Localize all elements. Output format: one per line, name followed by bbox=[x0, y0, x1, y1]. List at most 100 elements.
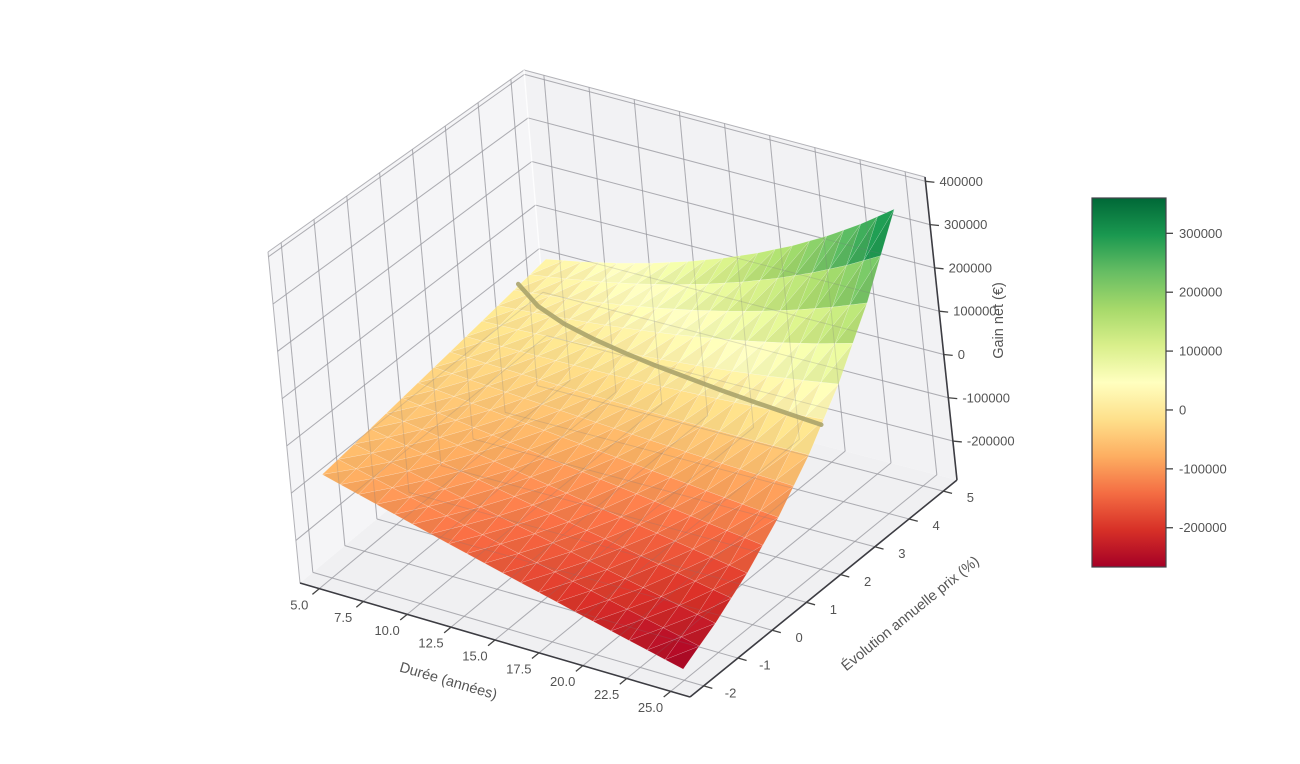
surface-facet bbox=[520, 562, 556, 584]
surface-facet bbox=[785, 342, 819, 379]
surface-facet bbox=[572, 560, 608, 582]
surface-facet bbox=[463, 506, 500, 526]
surface-facet bbox=[644, 596, 680, 619]
surface-facet bbox=[469, 362, 505, 380]
surface-facet bbox=[744, 510, 779, 538]
surface-facet bbox=[477, 460, 513, 480]
surface-facet bbox=[423, 437, 459, 455]
surface-facet bbox=[664, 636, 700, 661]
surface-facet bbox=[531, 484, 568, 506]
surface-facet bbox=[712, 564, 748, 591]
surface-facet bbox=[531, 276, 567, 294]
z-tick-label: 400000 bbox=[939, 174, 982, 189]
surface-facet bbox=[445, 506, 482, 526]
surface-facet bbox=[552, 521, 588, 544]
surface-facet bbox=[565, 261, 600, 279]
surface-facet bbox=[483, 325, 519, 342]
surface-facet bbox=[770, 377, 804, 410]
surface-facet bbox=[849, 255, 882, 306]
surface-facet bbox=[487, 368, 523, 387]
colorbar-tick-label: 0 bbox=[1179, 402, 1186, 417]
x-tick-label: 7.5 bbox=[334, 610, 352, 625]
surface-facet bbox=[513, 476, 549, 497]
surface-facet bbox=[646, 627, 682, 651]
surface-facet bbox=[545, 436, 581, 458]
surface-facet bbox=[355, 452, 391, 470]
surface-facet bbox=[642, 564, 678, 589]
surface-facet bbox=[599, 457, 635, 480]
surface-facet bbox=[779, 272, 813, 311]
y-tick-label: 0 bbox=[795, 630, 802, 645]
surface-facet bbox=[680, 614, 716, 638]
surface-facet bbox=[742, 248, 776, 283]
surface-facet bbox=[403, 405, 439, 422]
surface-facet bbox=[527, 430, 563, 451]
surface-facet bbox=[749, 341, 784, 374]
surface-facet bbox=[551, 298, 587, 317]
scene-grid-overlay bbox=[268, 73, 954, 692]
surface-facet bbox=[385, 397, 421, 414]
surface-facet bbox=[608, 578, 644, 601]
surface-facet bbox=[706, 463, 741, 491]
left-wall-pane bbox=[268, 70, 550, 583]
surface-facet bbox=[829, 223, 862, 270]
surface-facet bbox=[692, 522, 728, 550]
surface-facet bbox=[610, 608, 646, 632]
surface-facet bbox=[711, 311, 746, 339]
surface-facet bbox=[481, 524, 518, 545]
surface-facet bbox=[581, 450, 617, 473]
surface-facet bbox=[473, 409, 509, 429]
surface-facet bbox=[443, 470, 479, 490]
surface-facet bbox=[481, 305, 517, 322]
surface-facet bbox=[710, 530, 746, 558]
surface-facet bbox=[636, 262, 672, 285]
surface-facet bbox=[676, 309, 711, 335]
surface-facet bbox=[760, 480, 795, 511]
surface-facet bbox=[631, 410, 667, 435]
surface-facet bbox=[373, 461, 409, 479]
surface-facet bbox=[638, 284, 673, 307]
surface-facet bbox=[629, 382, 664, 407]
surface-facet bbox=[449, 336, 485, 353]
surface-mesh bbox=[321, 208, 895, 670]
surface-facet bbox=[588, 538, 624, 562]
surface-facet bbox=[656, 284, 691, 309]
surface-facet bbox=[652, 445, 687, 471]
surface-facet bbox=[724, 252, 759, 284]
surface-facet bbox=[643, 332, 678, 357]
surface-facet bbox=[613, 405, 649, 429]
surface-facet bbox=[752, 375, 786, 407]
surface-facet bbox=[477, 468, 513, 489]
surface-facet bbox=[517, 312, 553, 330]
surface-facet bbox=[467, 341, 503, 358]
surface-facet bbox=[742, 474, 777, 505]
surface-facet bbox=[701, 398, 736, 427]
z-tick-label: -100000 bbox=[962, 390, 1010, 405]
surface-facet bbox=[586, 508, 622, 531]
z-axis: -200000 -100000 0 100000 200000 300000 400000 bbox=[925, 174, 1015, 449]
x-tick-label: 5.0 bbox=[290, 597, 308, 612]
surface-facet bbox=[762, 275, 796, 312]
surface-facet bbox=[453, 379, 489, 397]
surface-facet bbox=[645, 359, 680, 383]
y-tick-label: -2 bbox=[725, 686, 737, 701]
surface-facet bbox=[603, 282, 638, 303]
surface-facet bbox=[698, 368, 733, 395]
surface-facet bbox=[691, 282, 726, 311]
surface-facet bbox=[719, 402, 753, 432]
surface-facet bbox=[559, 390, 595, 411]
surface-facet bbox=[611, 378, 646, 402]
surface-facet bbox=[724, 468, 759, 498]
z-tick-label: 100000 bbox=[953, 304, 996, 319]
surface-facet bbox=[507, 397, 543, 418]
colorbar-tick-label: -200000 bbox=[1179, 520, 1227, 535]
surface-facet bbox=[429, 515, 466, 535]
surface-facet bbox=[484, 553, 520, 574]
surface-facet bbox=[602, 486, 638, 510]
surface-facet bbox=[499, 308, 535, 326]
surface-facet bbox=[670, 451, 705, 478]
surface-facet bbox=[667, 421, 703, 447]
surface-facet bbox=[832, 260, 865, 308]
